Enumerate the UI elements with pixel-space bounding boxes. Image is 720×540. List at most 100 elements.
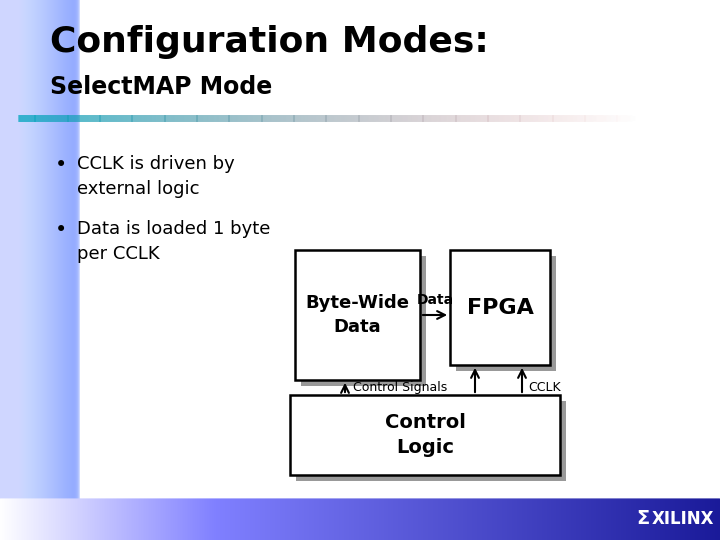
- Bar: [0, 0, 60, 540]
- Bar: [0, 0, 14, 540]
- Bar: [0, 0, 61, 540]
- Bar: [0, 0, 64, 540]
- Bar: [0, 0, 29, 540]
- Bar: [0, 0, 59, 540]
- Bar: [0, 0, 58, 540]
- Bar: [295, 250, 420, 380]
- Bar: [0, 0, 46, 540]
- Bar: [0, 0, 44, 540]
- Text: CCLK: CCLK: [528, 381, 561, 394]
- Bar: [0, 0, 31, 540]
- Bar: [0, 0, 37, 540]
- Bar: [0, 0, 12, 540]
- Bar: [0, 0, 1, 540]
- Bar: [0, 0, 25, 540]
- Bar: [0, 0, 70, 540]
- Bar: [0, 0, 9, 540]
- Text: FPGA: FPGA: [467, 298, 534, 318]
- Bar: [0, 0, 19, 540]
- Bar: [0, 0, 43, 540]
- Bar: [0, 0, 38, 540]
- Bar: [0, 0, 54, 540]
- Bar: [0, 0, 74, 540]
- Bar: [290, 395, 560, 475]
- Bar: [0, 0, 28, 540]
- Bar: [0, 0, 21, 540]
- Bar: [0, 0, 49, 540]
- Text: Byte-Wide
Data: Byte-Wide Data: [305, 294, 410, 336]
- Bar: [0, 0, 71, 540]
- Bar: [0, 0, 24, 540]
- Bar: [0, 0, 66, 540]
- Text: XILINX: XILINX: [652, 510, 714, 528]
- Bar: [0, 0, 36, 540]
- Bar: [0, 0, 30, 540]
- Bar: [0, 0, 17, 540]
- Text: CCLK is driven by
external logic: CCLK is driven by external logic: [77, 155, 235, 198]
- Bar: [0, 0, 6, 540]
- Bar: [0, 0, 26, 540]
- Bar: [0, 0, 39, 540]
- Bar: [301, 256, 426, 386]
- Bar: [0, 0, 32, 540]
- Text: Control Signals: Control Signals: [353, 381, 447, 394]
- Bar: [0, 0, 40, 540]
- Bar: [0, 0, 79, 540]
- Bar: [0, 0, 13, 540]
- Bar: [0, 0, 77, 540]
- Bar: [0, 0, 73, 540]
- Bar: [0, 0, 52, 540]
- Bar: [0, 0, 20, 540]
- Bar: [0, 0, 57, 540]
- Bar: [0, 0, 7, 540]
- Bar: [0, 0, 35, 540]
- Bar: [0, 0, 3, 540]
- Bar: [0, 0, 8, 540]
- Bar: [0, 0, 62, 540]
- Bar: [0, 0, 78, 540]
- Bar: [0, 0, 48, 540]
- Bar: [0, 0, 18, 540]
- Bar: [0, 0, 11, 540]
- Text: Configuration Modes:: Configuration Modes:: [50, 25, 489, 59]
- Text: •: •: [55, 155, 67, 175]
- Text: Σ: Σ: [636, 510, 649, 529]
- Bar: [296, 401, 566, 481]
- Bar: [0, 0, 5, 540]
- Bar: [0, 0, 42, 540]
- Bar: [0, 0, 53, 540]
- Bar: [0, 0, 63, 540]
- Text: Data: Data: [416, 293, 454, 307]
- Bar: [0, 0, 65, 540]
- Bar: [0, 0, 22, 540]
- Bar: [0, 0, 15, 540]
- Bar: [0, 0, 34, 540]
- Bar: [0, 0, 2, 540]
- Bar: [0, 0, 45, 540]
- Bar: [0, 0, 23, 540]
- Bar: [0, 0, 55, 540]
- Text: Control
Logic: Control Logic: [384, 413, 465, 457]
- Bar: [0, 0, 33, 540]
- Bar: [450, 250, 550, 365]
- Bar: [0, 0, 69, 540]
- Bar: [0, 0, 27, 540]
- Text: •: •: [55, 220, 67, 240]
- Bar: [0, 0, 75, 540]
- Bar: [0, 0, 67, 540]
- Bar: [0, 0, 41, 540]
- Bar: [0, 0, 56, 540]
- Bar: [0, 0, 16, 540]
- Bar: [0, 0, 72, 540]
- Bar: [0, 0, 10, 540]
- Bar: [0, 0, 50, 540]
- Text: Data is loaded 1 byte
per CCLK: Data is loaded 1 byte per CCLK: [77, 220, 271, 263]
- Bar: [456, 256, 556, 371]
- Text: SelectMAP Mode: SelectMAP Mode: [50, 75, 272, 99]
- Bar: [0, 0, 76, 540]
- Bar: [0, 0, 80, 540]
- Bar: [0, 0, 4, 540]
- Bar: [0, 0, 68, 540]
- Bar: [0, 0, 47, 540]
- Bar: [0, 0, 51, 540]
